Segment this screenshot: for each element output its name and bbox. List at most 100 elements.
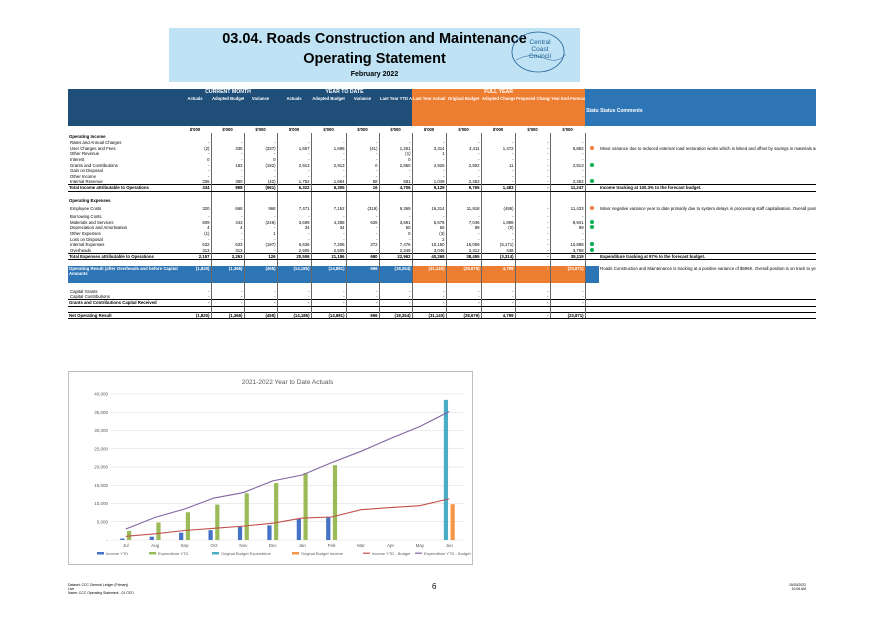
cell-value: (1,366) [211, 265, 245, 283]
cell-value: - [412, 288, 447, 295]
cell-value [244, 259, 278, 266]
cell-value: 99 [550, 225, 586, 231]
cell-value [244, 306, 278, 313]
cell-value: - [179, 236, 212, 243]
cell-value: - [515, 184, 551, 192]
cell-value: 2,349 [379, 247, 413, 254]
status-comment: Roads Construction and Maintenance is tr… [599, 265, 817, 283]
cell-value: - [379, 140, 413, 146]
unit-label: $'000 [515, 126, 551, 133]
cell-value: - [550, 294, 586, 300]
logo-text-1: Central [529, 39, 551, 46]
status-cell [585, 162, 599, 168]
cell-value: - [550, 156, 586, 163]
cell-value [346, 133, 380, 140]
cell-value: 2 [412, 236, 447, 243]
cell-value: (31,140) [412, 311, 447, 319]
cell-value: - [346, 225, 380, 231]
ytd-actuals-chart: 2021-2022 Year to Date Actuals - 5,000 10,0… [68, 371, 473, 565]
status-comment: Income tracking at 100.3% to the forecas… [599, 184, 817, 192]
legend-label: Original Budget Expenditure [221, 551, 272, 556]
cell-value: 2,157 [179, 252, 212, 261]
column-header: Adopted Budget [211, 96, 244, 126]
cell-value: - [515, 140, 551, 146]
bar-expenditure-ytd [156, 522, 161, 540]
cell-value: 320 [179, 204, 212, 215]
group-current-month: CURRENT MONTH [179, 89, 278, 96]
group-full-year: FULL YEAR [412, 89, 586, 96]
cell-value: 0 [179, 156, 212, 163]
cell-value: 4,411 [446, 145, 482, 152]
x-tick-label: Jan [299, 543, 307, 548]
cell-value [515, 259, 551, 266]
cell-value: (1,366) [211, 311, 245, 319]
bar-income-ytd [296, 518, 301, 540]
report-subtitle: Operating Statement [303, 51, 446, 67]
row-label: Capital Contributions [70, 294, 110, 300]
cell-value: (1) [379, 151, 413, 157]
cell-value: - [515, 242, 551, 248]
footer-line: Live [68, 587, 75, 592]
cell-value: 1,698 [311, 145, 347, 152]
x-tick-label: Mar [357, 543, 365, 548]
y-tick-label: 25,000 [94, 446, 108, 451]
table-row: Grants and Contributions -182 (182) 2,913 2,… [68, 162, 816, 168]
cell-value: (1,820) [179, 265, 212, 283]
cell-value [211, 259, 245, 266]
cell-value: 443 [211, 219, 245, 226]
cell-value: - [412, 167, 447, 174]
cell-value: 65 [412, 225, 447, 231]
cell-value: 1,694 [311, 179, 347, 185]
x-tick-label: Jul [123, 543, 129, 548]
row-label: Grants and Contributions Capital Receive… [68, 299, 179, 307]
row-label: Other Expenses [70, 231, 101, 237]
cell-value: - [515, 247, 551, 254]
cell-value: (455) [244, 265, 278, 283]
bar-expenditure-ytd [332, 465, 338, 540]
cell-value: - [412, 156, 447, 163]
cell-value: (1) [179, 230, 212, 237]
x-tick-label: Sep [181, 543, 190, 548]
cell-value: 11,918 [446, 204, 482, 215]
cell-value: 8,941 [550, 219, 586, 226]
row-label: Internal Expenses [70, 242, 105, 248]
x-tick-label: Aug [151, 543, 160, 548]
cell-value [179, 197, 212, 205]
cell-value [311, 197, 347, 205]
cell-value: - [277, 167, 312, 174]
cell-value: - [550, 140, 586, 146]
cell-value: 4,288 [311, 219, 347, 226]
cell-value: 6,676 [412, 219, 447, 226]
column-header: Original Budget [446, 96, 482, 126]
cell-value: - [346, 230, 380, 237]
cell-value: - [179, 294, 212, 300]
column-header-row: Actuals Adopted Budget Variance Actuals Adop… [68, 96, 817, 126]
cell-value [346, 197, 380, 205]
cell-value: - [179, 299, 212, 307]
row-label: Interest [70, 156, 85, 162]
cell-value: - [515, 151, 551, 157]
cell-value [481, 306, 516, 313]
column-header: Proposed Changes [515, 96, 551, 126]
cell-value: 898 [211, 184, 245, 192]
column-header: Variance [244, 96, 278, 126]
cell-value: - [346, 173, 380, 180]
status-cell [585, 145, 599, 152]
cell-value: (14,881) [311, 265, 347, 283]
cell-value: - [311, 151, 347, 157]
cell-value: - [211, 230, 245, 237]
row-label: Overheads [70, 247, 92, 253]
cell-value [179, 282, 212, 289]
cell-value: 2,926 [412, 162, 447, 168]
units-row: $'000 $'000 $'000 $'000 $'000 $'000 $'000 $'000… [68, 126, 817, 133]
cell-value: - [244, 173, 278, 180]
table-row: Operating Result (after Overheads and be… [68, 265, 817, 283]
cell-value: 3,046 [412, 247, 447, 254]
row-label: Grants and Contributions [70, 162, 118, 168]
unit-label: $'000 [311, 126, 347, 133]
cell-value: - [244, 214, 278, 220]
cell-value: 4,799 [481, 311, 516, 319]
cell-value: 2,913 [550, 162, 586, 168]
column-header: Actuals [179, 96, 211, 126]
cell-value: - [481, 173, 516, 180]
